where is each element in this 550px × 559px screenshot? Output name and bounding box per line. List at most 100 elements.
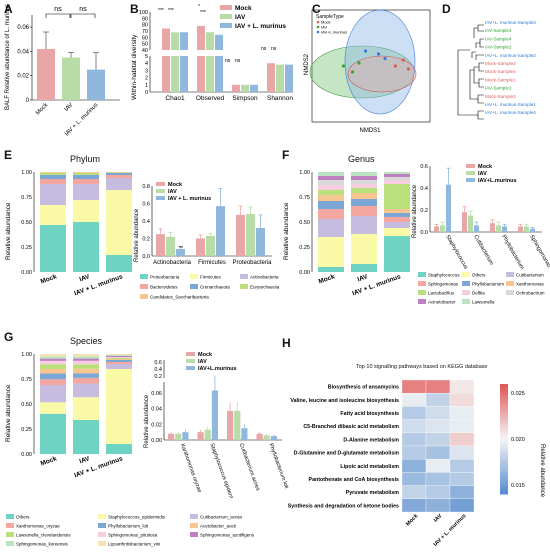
panel-g-stack-segment xyxy=(40,364,66,369)
panel-e-stack-segment xyxy=(73,179,99,184)
panel-g-bar-legend-swatch xyxy=(186,352,195,356)
panel-d-leaf-label: IAV+L. murinus-Sample2 xyxy=(485,53,536,58)
panel-f-stack-chart: Relative abundance 0.00 0.25 0.50 0.75 1.00 M… xyxy=(283,170,410,297)
panel-b-sig-6: ns xyxy=(235,58,241,64)
panel-f-legend-swatch xyxy=(418,281,426,286)
panel-g-bar xyxy=(175,433,182,440)
panel-h-colorbar-step xyxy=(500,413,508,418)
panel-b-xlabel: Observed xyxy=(196,95,225,102)
panel-c-point xyxy=(350,70,355,74)
panel-c-legend-label: Mock xyxy=(321,20,331,25)
panel-f-legend-label: Phyllobacterium xyxy=(472,282,504,287)
panel-g-legend-label: Sphingomonas_koreensis xyxy=(16,542,69,547)
panel-a-xlabel: Mock xyxy=(35,101,50,116)
panel-e-bar-legend-swatch xyxy=(156,189,165,193)
panel-h-title: Top 10 signalling pathways based on KEGG… xyxy=(356,364,488,370)
panel-h-colorbar-step xyxy=(500,420,508,425)
panel-b-sig-2: *** xyxy=(168,8,174,14)
panel-g-stack-xlabel: IAV xyxy=(79,455,92,465)
panel-b-bar xyxy=(250,84,258,92)
panel-h-colorbar-step xyxy=(500,428,508,433)
panel-e-stack-ytick-label: 0.25 xyxy=(21,245,32,251)
panel-g-bar xyxy=(234,410,241,440)
panel-e-bar-bar xyxy=(196,238,205,256)
panel-b-ytick-label: 70 xyxy=(142,29,148,35)
panel-h-row-label: D-Glutamine and D-glutamate metabolism xyxy=(294,451,400,457)
panel-g-stack-segment xyxy=(73,373,99,378)
panel-a-bar xyxy=(37,49,55,100)
panel-h-cell xyxy=(401,445,427,460)
panel-g-stack-segment xyxy=(73,356,99,359)
panel-d-leaf-label: IAV-Sample1 xyxy=(485,86,512,91)
panel-e-legend-swatch xyxy=(190,274,198,279)
panel-label-g: G xyxy=(4,330,14,344)
panel-f-bar-legend-label: IAV+L.murinus xyxy=(478,178,517,184)
panel-h-cell xyxy=(401,498,427,513)
panel-f-stack-segment xyxy=(318,219,344,237)
panel-f-stack-segment xyxy=(318,176,344,180)
panel-g-legend-label: Acetobacter_aceti xyxy=(200,524,236,529)
panel-e-stack-segment xyxy=(73,173,99,175)
panel-e-legend-swatch xyxy=(240,274,248,279)
panel-f-stack-segment xyxy=(351,184,377,188)
panel-h-row-label: Lipoic acid metabolism xyxy=(340,464,399,470)
panel-f-stack-segment xyxy=(318,180,344,185)
panel-e-stack-segment xyxy=(106,172,132,173)
panel-f-stack-segment xyxy=(351,188,377,193)
panel-e-stack-segment xyxy=(40,184,66,205)
panel-a-ytick-label: 0.02 xyxy=(17,74,29,80)
panel-f-stack-segment xyxy=(351,193,377,199)
panel-e-stack-segment xyxy=(106,190,132,255)
panel-d-leaf-label: IAV-Sample4 xyxy=(485,36,512,41)
panel-h-colorbar-tick: 0.015 xyxy=(511,483,525,489)
panel-h-cell xyxy=(449,472,475,486)
panel-f-legend-label: Others xyxy=(472,273,486,278)
panel-f-bar-bar xyxy=(524,226,529,232)
panel-g-stack-segment xyxy=(106,369,132,444)
panel-h-colorbar-step xyxy=(500,464,508,469)
panel-g-bar-ytick-label: 0.02 xyxy=(151,422,162,428)
panel-h-colorbar-step xyxy=(500,483,508,488)
panel-h-cell xyxy=(401,459,427,473)
panel-h-row-label: C5-Branched dibasic acid metabolism xyxy=(303,424,399,430)
panel-a-bar xyxy=(87,69,105,100)
panel-e-bar-bar xyxy=(166,236,175,256)
panel-e-stack-segment xyxy=(40,172,66,173)
panel-f-stack-segment xyxy=(318,185,344,190)
panel-f-stack-ytick-label: 0.00 xyxy=(299,270,310,276)
panel-f-bar-bar xyxy=(462,212,467,232)
panel-b-bar-lower xyxy=(197,56,205,92)
panel-f-bar-bar xyxy=(434,226,439,232)
panel-g-stack-segment xyxy=(106,357,132,358)
panel-g-legend-swatch xyxy=(98,523,106,528)
panel-h-cell xyxy=(449,432,475,447)
panel-f-stack-segment xyxy=(351,234,377,264)
panel-g-bar-xlabel: Staphylococcus epidermidis xyxy=(208,443,237,498)
panel-e-stack-segment xyxy=(73,175,99,179)
panel-e-legend-swatch xyxy=(140,274,148,279)
panel-g-stack-segment xyxy=(106,355,132,356)
panel-g-stack-segment xyxy=(73,383,99,398)
panel-d-leaf-label: IAV+L. murinus-Sample1 xyxy=(485,102,536,107)
panel-h-cell xyxy=(449,445,475,460)
panel-e-bar-bar xyxy=(206,235,215,256)
panel-g-bar-legend-label: IAV xyxy=(198,359,207,365)
panel-g-legend-swatch xyxy=(6,514,14,519)
panel-h-colorbar-step xyxy=(500,457,508,462)
panel-label-d: D xyxy=(442,2,451,16)
panel-e-stack-ytick-label: 0.75 xyxy=(21,195,32,201)
panel-f-stack-segment xyxy=(384,213,410,217)
panel-f-stack-segment xyxy=(351,180,377,184)
panel-a-ns-1: ns xyxy=(54,6,62,13)
panel-e-bar-xlabel: Firmicutes xyxy=(198,260,226,266)
panel-f-legend-label: Cutibacterium xyxy=(516,273,544,278)
panel-h-colorbar-step xyxy=(500,472,508,477)
panel-g-stack-ylabel: Relative abundance xyxy=(5,384,12,442)
panel-label-a: A xyxy=(4,2,13,16)
panel-f-bar-bar xyxy=(496,225,501,232)
panel-f-bar-xlabel: Sphingomonas xyxy=(528,234,550,269)
panel-e-stack-segment xyxy=(73,172,99,173)
panel-e-bar-bar xyxy=(236,214,245,256)
panel-h-colorbar-step xyxy=(500,424,508,429)
panel-f-legend: Staphylococcus Others Cutibacterium Sphingo… xyxy=(418,272,545,305)
